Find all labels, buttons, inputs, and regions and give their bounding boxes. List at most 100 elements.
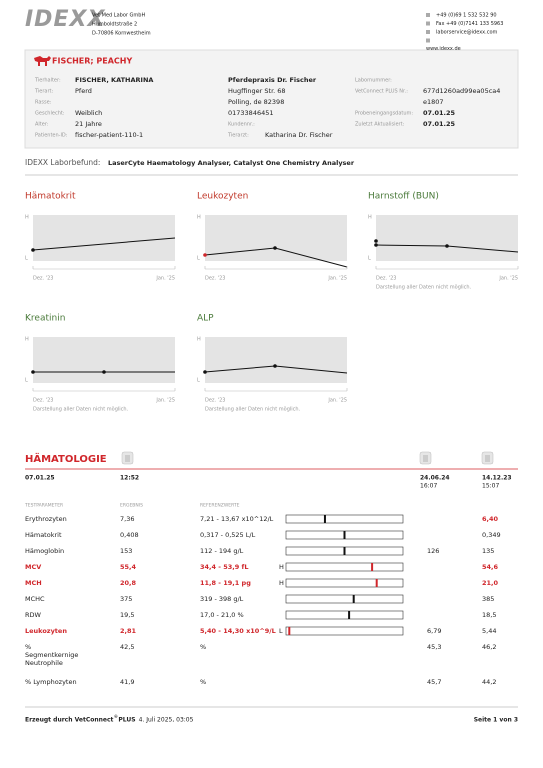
previous-result: 21,0 <box>482 579 499 587</box>
field-label: Patienten-ID: <box>35 133 68 139</box>
high-label: H <box>368 215 372 221</box>
chart-title: Leukozyten <box>197 192 248 202</box>
contact-line: +49 (0)69 1 532 532 90 <box>436 13 497 19</box>
range-bar <box>285 594 404 604</box>
test-name: MCH <box>25 579 42 587</box>
low-label: L <box>197 378 200 384</box>
contact-line: laborservice@idexx.com <box>436 30 498 36</box>
range-marker <box>343 531 346 539</box>
test-name: RDW <box>25 611 42 619</box>
previous-result: 45,3 <box>427 643 441 651</box>
test-result: 153 <box>120 547 132 555</box>
test-reference: 11,8 - 19,1 pg <box>200 579 251 587</box>
range-marker <box>343 547 346 555</box>
field-value: Polling, de 82398 <box>228 98 284 106</box>
field-label: Tierarzt: <box>227 133 249 139</box>
footer-product: PLUS <box>118 717 135 724</box>
test-flag: H <box>279 563 284 571</box>
field-label: VetConnect PLUS Nr.: <box>355 89 408 95</box>
contact-icon <box>426 13 430 17</box>
test-reference: 17,0 - 21,0 % <box>200 611 244 619</box>
previous-date: 24.06.24 <box>420 475 450 482</box>
chart-note: Darstellung aller Daten nicht möglich. <box>376 285 472 291</box>
chart-title: Kreatinin <box>25 314 65 324</box>
previous-date: 14.12.23 <box>482 475 512 482</box>
test-name: Erythrozyten <box>25 515 67 523</box>
footer-page: Seite 1 von 3 <box>474 717 518 724</box>
range-marker <box>323 515 326 523</box>
test-reference: 0,317 - 0,525 L/L <box>200 531 256 539</box>
field-value: 677d1260ad99ea05ca4 <box>423 87 500 95</box>
column-header: REFERENZWERTE <box>200 503 240 509</box>
high-label: H <box>197 215 201 221</box>
range-bar <box>285 610 404 620</box>
field-value: 07.01.25 <box>423 120 456 128</box>
field-label: Labornummer: <box>355 78 392 84</box>
field-label: Zuletzt Aktualisiert: <box>355 122 405 128</box>
trend-point <box>102 370 106 374</box>
reference-band <box>33 337 175 383</box>
chart-title: ALP <box>197 314 214 324</box>
tube-icon-detail <box>423 455 428 462</box>
test-reference: 112 - 194 g/L <box>200 547 244 555</box>
x-label: Jan. '25 <box>327 276 347 282</box>
high-label: H <box>25 337 29 343</box>
test-name: Neutrophile <box>25 659 63 667</box>
high-label: H <box>25 215 29 221</box>
footer-generated: Erzeugt durch VetConnect <box>25 717 114 724</box>
field-value: 01733846451 <box>228 109 274 117</box>
chart-note: Darstellung aller Daten nicht möglich. <box>33 407 129 413</box>
field-value: 21 Jahre <box>75 120 102 128</box>
previous-result: 5,44 <box>482 627 496 635</box>
field-label: Tierhalter: <box>34 78 61 84</box>
trend-point <box>374 243 378 247</box>
range-bar <box>285 514 404 524</box>
horse-icon <box>34 56 51 66</box>
contact-icon <box>426 38 430 43</box>
field-value: fischer-patient-110-1 <box>75 131 143 139</box>
column-header: TESTPARAMETER <box>24 503 63 509</box>
previous-result: 18,5 <box>482 611 496 619</box>
range-bar <box>285 578 404 588</box>
low-label: L <box>25 256 28 262</box>
field-value: Pferd <box>75 87 92 95</box>
test-name: Hämoglobin <box>25 547 64 555</box>
footer-date: 4. Juli 2025, 03:05 <box>139 717 194 724</box>
result-time: 12:52 <box>120 475 139 482</box>
logo: IDEXX <box>25 7 105 32</box>
field-label: Alter: <box>35 122 49 128</box>
test-reference: 34,4 - 53,9 fL <box>200 563 249 571</box>
result-date: 07.01.25 <box>25 475 55 482</box>
patient-name: FISCHER; PEACHY <box>52 57 132 66</box>
range-marker <box>375 579 378 587</box>
previous-result: 135 <box>482 547 494 555</box>
test-result: 41,9 <box>120 678 134 686</box>
test-result: 0,408 <box>120 531 139 539</box>
test-result: 7,36 <box>120 515 134 523</box>
test-flag: L <box>279 627 283 635</box>
field-label: Rasse: <box>35 100 52 106</box>
range-bar <box>285 626 404 636</box>
test-result: 375 <box>120 595 132 603</box>
chart-note: Darstellung aller Daten nicht möglich. <box>205 407 301 413</box>
test-reference: 7,21 - 13,67 x10^12/L <box>200 515 274 523</box>
field-value: Pferdepraxis Dr. Fischer <box>228 76 317 84</box>
test-reference: 5,40 - 14,30 x10^9/L <box>200 627 276 635</box>
previous-result: 126 <box>427 547 439 555</box>
company-line: Humboldtstraße 2 <box>92 22 137 28</box>
reference-band <box>205 215 347 261</box>
previous-time: 16:07 <box>420 483 437 490</box>
test-result: 2,81 <box>120 627 137 635</box>
x-label: Jan. '25 <box>327 398 347 404</box>
reference-band <box>33 215 175 261</box>
reference-band <box>205 337 347 383</box>
previous-result: 44,2 <box>482 678 496 686</box>
company-line: Vet Med Labor GmbH <box>92 13 145 19</box>
test-name: Hämatokrit <box>25 531 62 539</box>
low-label: L <box>25 378 28 384</box>
report-label: IDEXX Laborbefund: <box>25 158 100 167</box>
tube-icon-detail <box>125 455 130 462</box>
field-value: e1807 <box>423 98 444 106</box>
test-name: Segmentkernige <box>25 651 78 659</box>
patient-box <box>24 49 519 149</box>
